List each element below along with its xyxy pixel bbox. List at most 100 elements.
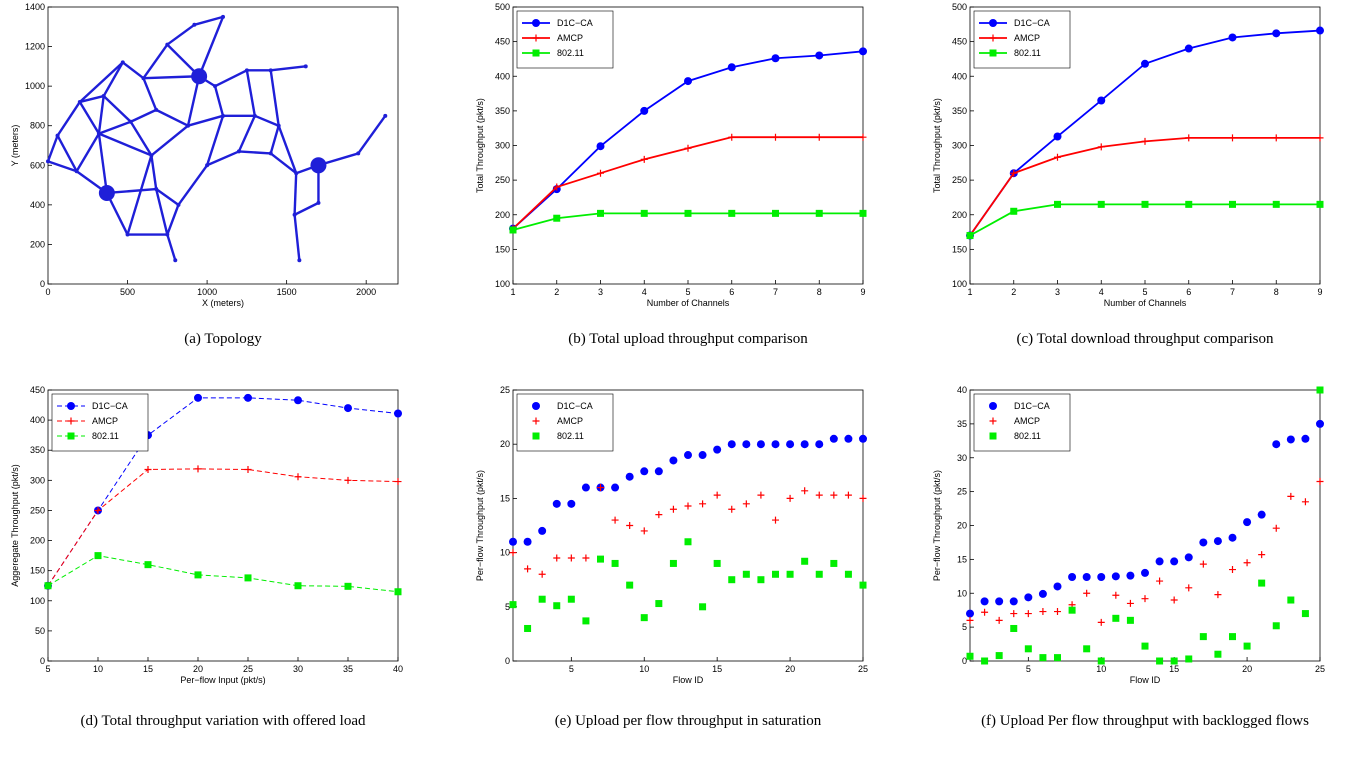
- y-axis-label: Y (meters): [10, 125, 20, 167]
- marker: [1301, 610, 1309, 618]
- link: [293, 173, 298, 215]
- marker: [1184, 553, 1193, 562]
- marker: [567, 499, 576, 508]
- y-tick-label: 400: [30, 200, 45, 210]
- marker: [244, 465, 252, 473]
- legend-label: AMCP: [92, 416, 118, 426]
- marker: [524, 624, 532, 632]
- marker: [757, 576, 765, 584]
- marker: [1097, 143, 1105, 151]
- marker: [509, 226, 517, 234]
- x-tick-label: 10: [93, 664, 103, 674]
- link: [155, 188, 169, 235]
- gateway-node: [191, 68, 208, 85]
- y-tick-label: 600: [30, 160, 45, 170]
- marker: [859, 581, 867, 589]
- node: [297, 258, 302, 263]
- marker: [815, 440, 824, 449]
- marker: [1082, 572, 1091, 581]
- y-tick-label: 800: [30, 121, 45, 131]
- marker: [989, 49, 997, 57]
- marker: [654, 467, 663, 476]
- node: [120, 60, 125, 65]
- marker: [1141, 137, 1149, 145]
- marker: [67, 432, 75, 440]
- node: [74, 169, 79, 174]
- node: [221, 113, 225, 118]
- x-axis-label: X (meters): [202, 298, 244, 308]
- node: [192, 22, 197, 27]
- marker: [771, 440, 780, 449]
- marker: [1185, 655, 1193, 663]
- y-tick-label: 200: [952, 210, 967, 220]
- marker: [1068, 572, 1077, 581]
- node: [221, 14, 225, 19]
- marker: [194, 393, 202, 402]
- link: [143, 75, 200, 80]
- marker: [1009, 597, 1018, 606]
- link: [187, 114, 224, 127]
- x-tick-label: 7: [1230, 287, 1235, 297]
- y-tick-label: 450: [30, 385, 45, 395]
- y-tick-label: 30: [957, 453, 967, 463]
- marker: [394, 409, 402, 418]
- x-tick-label: 5: [569, 664, 574, 674]
- marker: [772, 516, 779, 524]
- marker: [582, 554, 590, 562]
- marker: [684, 451, 692, 460]
- marker: [1083, 589, 1091, 597]
- y-tick-label: 0: [40, 279, 45, 289]
- marker: [1228, 533, 1237, 542]
- marker: [859, 209, 867, 217]
- marker: [684, 77, 692, 86]
- marker: [1112, 614, 1120, 622]
- marker: [1185, 584, 1193, 592]
- x-axis-label: Flow ID: [673, 675, 704, 685]
- node: [268, 151, 273, 156]
- legend-label: AMCP: [557, 416, 583, 426]
- y-axis-label: Per−flow Throughput (pkt/s): [475, 470, 485, 581]
- y-axis-label: Total Throughput (pkt/s): [932, 98, 942, 193]
- marker: [699, 500, 707, 508]
- y-tick-label: 40: [957, 385, 967, 395]
- marker: [1213, 537, 1222, 546]
- plot-area: [47, 6, 399, 285]
- x-tick-label: 1: [510, 287, 515, 297]
- node: [303, 64, 308, 69]
- marker: [981, 608, 989, 616]
- legend-label: 802.11: [1014, 431, 1041, 441]
- x-axis-label: Number of Channels: [647, 298, 730, 308]
- x-axis-label: Flow ID: [1130, 675, 1161, 685]
- link: [205, 115, 225, 166]
- plot-area: [512, 389, 864, 662]
- caption: (b) Total upload throughput comparison: [568, 331, 808, 347]
- marker: [1097, 200, 1105, 208]
- y-tick-label: 100: [30, 596, 45, 606]
- marker: [1054, 153, 1061, 161]
- y-tick-label: 50: [35, 626, 45, 636]
- marker: [1301, 498, 1309, 506]
- marker: [815, 491, 823, 499]
- marker: [509, 537, 517, 546]
- link: [194, 15, 224, 26]
- marker: [532, 432, 540, 440]
- marker: [1272, 29, 1281, 38]
- x-tick-label: 1000: [197, 287, 217, 297]
- y-tick-label: 500: [952, 2, 967, 12]
- node: [149, 153, 154, 158]
- marker: [1097, 96, 1106, 105]
- y-tick-label: 25: [500, 385, 510, 395]
- link: [237, 115, 256, 152]
- marker: [567, 595, 575, 603]
- link: [198, 16, 225, 77]
- marker: [1287, 492, 1295, 500]
- node: [165, 232, 170, 237]
- node: [356, 151, 361, 156]
- marker: [1010, 169, 1018, 177]
- series-line: [47, 555, 399, 593]
- marker: [981, 657, 989, 665]
- y-tick-label: 25: [957, 487, 967, 497]
- node: [165, 42, 170, 47]
- marker: [655, 511, 663, 519]
- caption: (a) Topology: [184, 331, 262, 347]
